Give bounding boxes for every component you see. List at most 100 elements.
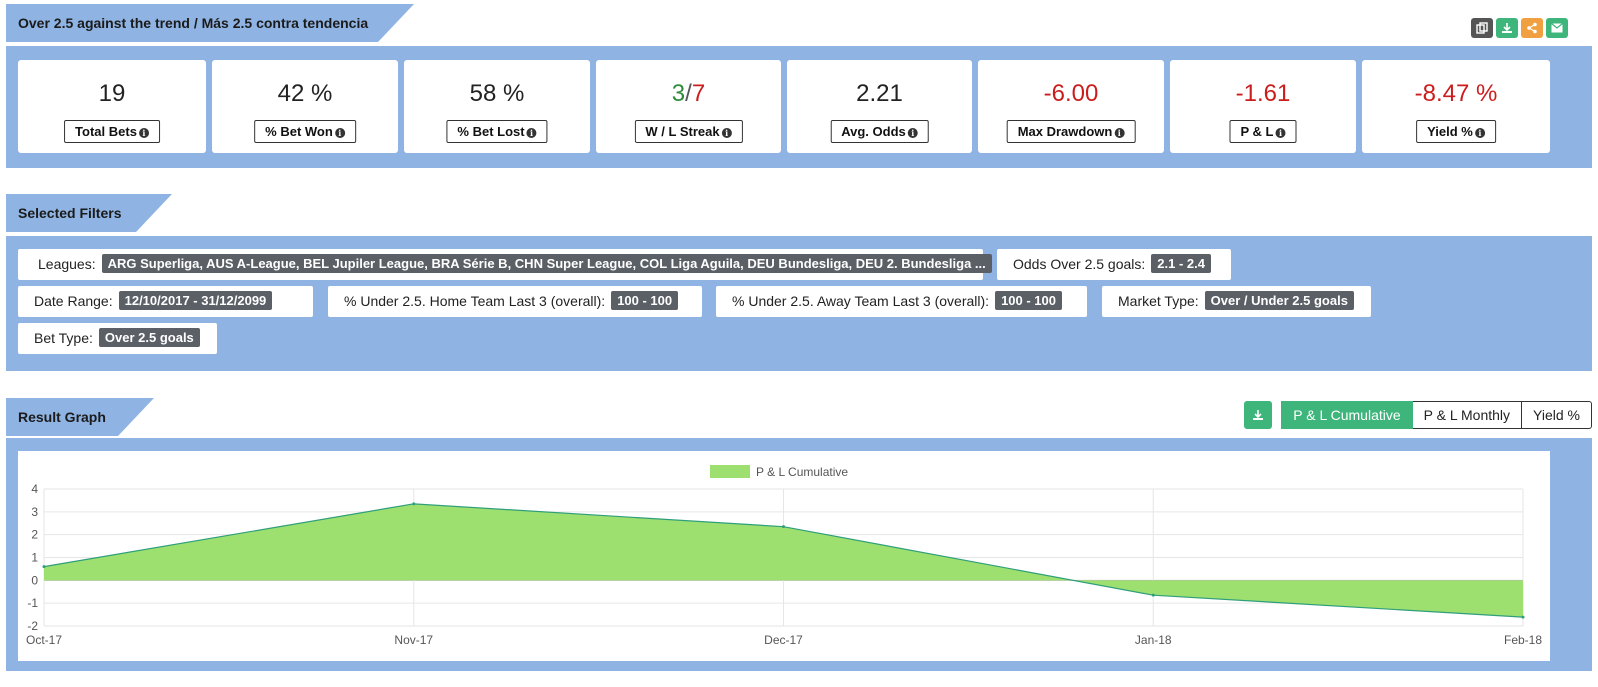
stat-max-drawdown: -6.00 Max Drawdown i	[978, 60, 1164, 153]
x-tick-label: Jan-18	[1135, 633, 1172, 647]
stat-label-button[interactable]: Yield % i	[1416, 120, 1496, 143]
page-title-text: Over 2.5 against the trend / Más 2.5 con…	[18, 15, 369, 31]
x-tick-label: Nov-17	[394, 633, 433, 647]
filter-odds: Odds Over 2.5 goals: 2.1 - 2.4	[997, 249, 1231, 280]
info-icon: i	[907, 128, 918, 138]
stat-value: -8.47 %	[1414, 80, 1498, 107]
filters-title: Selected Filters	[6, 194, 172, 232]
stat-value: -6.00	[1043, 80, 1099, 107]
filter-value-badge: 12/10/2017 - 31/12/2099	[118, 291, 273, 310]
share-icon[interactable]	[1521, 18, 1543, 38]
graph-toolbar: P & L Cumulative P & L Monthly Yield %	[1244, 401, 1592, 429]
legend-swatch	[710, 465, 750, 478]
y-tick-label: 0	[31, 573, 38, 587]
page-title: Over 2.5 against the trend / Más 2.5 con…	[6, 4, 414, 42]
stat-value: -1.61	[1235, 80, 1291, 107]
streak-sep: /	[685, 80, 692, 107]
info-icon: i	[138, 128, 149, 138]
y-tick-label: 2	[31, 528, 38, 542]
stat-label-button[interactable]: % Bet Lost i	[446, 120, 548, 143]
tab-pl-monthly[interactable]: P & L Monthly	[1412, 401, 1523, 429]
filter-label: Leagues:	[38, 256, 96, 272]
info-icon: i	[1474, 128, 1485, 138]
stat-label-button[interactable]: % Bet Won i	[254, 120, 356, 143]
x-tick-label: Dec-17	[764, 633, 803, 647]
stat-label-text: % Bet Won	[265, 124, 333, 139]
filter-value-badge: Over 2.5 goals	[98, 328, 200, 347]
filter-market-type: Market Type: Over / Under 2.5 goals	[1102, 286, 1371, 317]
stat-bet-won: 42 % % Bet Won i	[212, 60, 398, 153]
filters-title-text: Selected Filters	[18, 205, 122, 221]
stats-panel: 19 Total Bets i 42 % % Bet Won i 58 % % Be…	[6, 46, 1592, 168]
filter-label: Bet Type:	[34, 330, 93, 346]
download-icon[interactable]	[1496, 18, 1518, 38]
y-tick-label: -1	[27, 596, 38, 610]
y-tick-label: 4	[31, 482, 38, 496]
stat-label-button[interactable]: Avg. Odds i	[830, 120, 929, 143]
x-tick-label: Oct-17	[26, 633, 62, 647]
header-actions	[1471, 18, 1568, 38]
graph-section: Result Graph P & L Cumulative P & L Mont…	[6, 398, 1592, 671]
tab-pl-cumulative[interactable]: P & L Cumulative	[1281, 401, 1413, 429]
streak-win: 3	[671, 80, 686, 107]
stat-value: 3/7	[596, 80, 781, 108]
data-point	[1521, 615, 1525, 619]
info-icon: i	[1114, 128, 1125, 138]
stat-label-text: P & L	[1240, 124, 1274, 139]
stat-total-bets: 19 Total Bets i	[18, 60, 206, 153]
filters-panel: Leagues: ARG Superliga, AUS A-League, BEL…	[6, 236, 1592, 371]
stat-value: 19	[98, 80, 126, 107]
graph-title: Result Graph	[6, 398, 154, 436]
y-tick-label: 1	[31, 551, 38, 565]
filter-value-badge: Over / Under 2.5 goals	[1204, 291, 1354, 310]
filters-section: Selected Filters Leagues: ARG Superliga, …	[6, 194, 1592, 371]
data-point	[42, 565, 46, 569]
stat-label-text: Total Bets	[75, 124, 137, 139]
series-area	[44, 503, 1523, 618]
x-tick-label: Feb-18	[1504, 633, 1542, 647]
download-icon	[1253, 410, 1264, 420]
filter-away-under: % Under 2.5. Away Team Last 3 (overall):…	[716, 286, 1087, 317]
copy-icon[interactable]	[1471, 18, 1493, 38]
info-icon: i	[1275, 128, 1286, 138]
filter-value-badge: 100 - 100	[995, 291, 1062, 310]
info-icon: i	[526, 128, 537, 138]
graph-panel: 4 3 2 1 0 -1 -2 Oct-17 Nov-17 Dec-17 Jan-18 Feb-18 P…	[6, 438, 1592, 671]
filter-date-range: Date Range: 12/10/2017 - 31/12/2099	[18, 286, 313, 317]
filter-home-under: % Under 2.5. Home Team Last 3 (overall):…	[328, 286, 702, 317]
chart-panel: 4 3 2 1 0 -1 -2 Oct-17 Nov-17 Dec-17 Jan-18 Feb-18 P…	[18, 451, 1550, 661]
filter-label: % Under 2.5. Home Team Last 3 (overall):	[344, 293, 606, 309]
filter-value-badge: ARG Superliga, AUS A-League, BEL Jupiler…	[101, 254, 992, 273]
stat-value: 2.21	[856, 80, 903, 107]
stat-label-button[interactable]: Max Drawdown i	[1006, 120, 1136, 143]
info-icon: i	[721, 128, 732, 138]
stat-label-text: W / L Streak	[645, 124, 720, 139]
filter-bet-type: Bet Type: Over 2.5 goals	[18, 323, 217, 354]
data-point	[782, 525, 785, 529]
filter-label: % Under 2.5. Away Team Last 3 (overall):	[732, 293, 990, 309]
stat-label-text: Avg. Odds	[841, 124, 906, 139]
filter-value-badge: 2.1 - 2.4	[1151, 254, 1211, 273]
tab-yield[interactable]: Yield %	[1522, 401, 1592, 429]
streak-loss: 7	[691, 80, 706, 107]
y-tick-label: -2	[27, 619, 38, 633]
stat-bet-lost: 58 % % Bet Lost i	[404, 60, 590, 153]
stat-avg-odds: 2.21 Avg. Odds i	[787, 60, 972, 153]
stat-label-button[interactable]: Total Bets i	[64, 120, 160, 143]
stat-label-text: Max Drawdown	[1017, 124, 1113, 139]
stat-value: 42 %	[277, 80, 333, 107]
stat-value: 58 %	[469, 80, 525, 107]
data-point	[412, 502, 416, 506]
stat-label-button[interactable]: W / L Streak i	[634, 120, 743, 143]
email-icon[interactable]	[1546, 18, 1568, 38]
graph-download-button[interactable]	[1244, 401, 1273, 429]
filter-value-badge: 100 - 100	[611, 291, 679, 310]
filter-label: Date Range:	[34, 293, 113, 309]
stat-label-text: % Bet Lost	[457, 124, 525, 139]
stat-yield: -8.47 % Yield % i	[1362, 60, 1550, 153]
y-tick-label: 3	[31, 505, 38, 519]
stat-label-text: Yield %	[1427, 124, 1473, 139]
